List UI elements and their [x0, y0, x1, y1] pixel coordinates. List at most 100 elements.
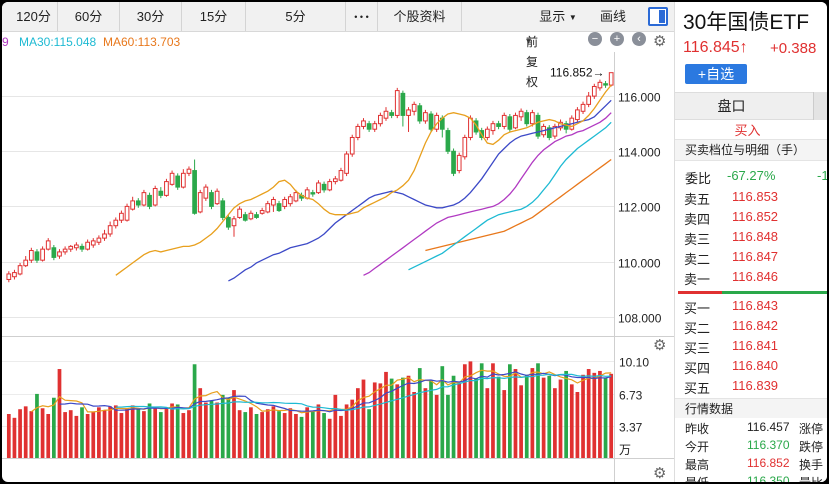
buy-button[interactable]: 买入 — [675, 122, 827, 139]
bid-level-price[interactable]: 116.842 — [732, 318, 779, 333]
tab-30min[interactable]: 30分 — [120, 2, 182, 31]
volume-settings-icon[interactable]: ⚙ — [653, 337, 667, 354]
more-tabs-button[interactable]: • • • — [346, 2, 378, 31]
tab-order-book[interactable]: 盘口 — [675, 92, 827, 120]
volume-bar — [237, 410, 242, 458]
volume-bar — [6, 414, 11, 458]
bid-level-price[interactable]: 116.843 — [732, 298, 779, 313]
candle-body — [259, 210, 265, 214]
candle-body — [558, 121, 563, 129]
volume-bar — [51, 397, 56, 458]
volume-bar — [203, 402, 208, 458]
volume-bar — [102, 410, 107, 458]
candle-body — [456, 154, 462, 172]
candle-body — [158, 190, 164, 196]
stat-label: 最低 — [685, 474, 709, 482]
volume-bar — [327, 418, 332, 458]
indicator-settings-icon[interactable]: ⚙ — [653, 465, 667, 482]
volume-bar — [170, 403, 174, 458]
volume-bar — [389, 378, 394, 458]
ask-level-label: 卖三 — [684, 232, 711, 247]
volume-bar — [547, 375, 552, 458]
price-tick-label: 114.000 — [618, 146, 661, 160]
candle-body — [513, 114, 518, 129]
candle-body — [546, 127, 552, 138]
candle-body — [282, 199, 288, 207]
candle-body — [107, 225, 113, 235]
ask-level-label: 卖一 — [684, 272, 711, 287]
ask-level-price[interactable]: 116.848 — [732, 229, 779, 244]
panel-splitter[interactable] — [813, 92, 827, 120]
candle-body — [276, 203, 282, 212]
candle-body — [214, 190, 220, 205]
volume-bar — [108, 406, 113, 458]
ma10-line — [228, 99, 612, 282]
candle-body — [428, 113, 434, 130]
volume-bar — [412, 392, 417, 458]
stat-extra-label: 量比 — [799, 474, 823, 482]
volume-bar — [18, 409, 22, 458]
volume-bar — [513, 369, 518, 458]
volume-bar — [254, 414, 259, 458]
candle-body — [40, 248, 45, 261]
zoom-in-icon[interactable]: + — [610, 32, 624, 46]
ask-level-price[interactable]: 116.846 — [732, 269, 779, 284]
display-label: 显示 — [539, 9, 566, 24]
tab-15min[interactable]: 15分 — [182, 2, 246, 31]
candle-body — [524, 112, 530, 125]
bid-level-price[interactable]: 116.841 — [732, 338, 779, 353]
layout-toggle-icon[interactable] — [648, 7, 668, 26]
stat-value: 116.350 — [747, 474, 790, 482]
candle-body — [355, 125, 361, 138]
candle-body — [192, 170, 197, 214]
candle-body — [85, 241, 90, 250]
volume-bar — [97, 407, 101, 458]
candle-body — [141, 192, 147, 206]
candle-body — [248, 212, 254, 220]
tab-60min[interactable]: 60分 — [58, 2, 120, 31]
volume-bar — [147, 403, 152, 458]
volume-bar — [282, 413, 287, 458]
stat-label: 最高 — [685, 458, 710, 472]
stat-value: 116.370 — [747, 438, 790, 452]
draw-line-button[interactable]: 画线 — [599, 9, 626, 24]
volume-bar — [187, 410, 191, 458]
volume-bar — [68, 410, 73, 458]
volume-bar — [181, 413, 186, 458]
candle-body — [411, 103, 417, 112]
candle-body — [51, 247, 57, 258]
zoom-out-icon[interactable]: − — [588, 32, 602, 46]
candle-body — [507, 116, 513, 130]
bid-level-price[interactable]: 116.839 — [732, 378, 779, 393]
stock-profile-tab[interactable]: 个股资料 — [378, 2, 462, 31]
tab-5min[interactable]: 5分 — [246, 2, 346, 31]
period-toolbar: 120分 60分 30分 15分 5分 • • • 个股资料 显示 ▼ 画线 — [2, 2, 674, 32]
chevron-down-icon: ▼ — [568, 13, 577, 22]
tab-120min[interactable]: 120分 — [2, 2, 58, 31]
bid-level-price[interactable]: 116.840 — [732, 358, 779, 373]
candle-body — [226, 216, 231, 228]
volume-bar — [344, 404, 349, 458]
candlesticks — [6, 72, 614, 283]
candle-body — [406, 109, 411, 116]
candle-body — [332, 178, 338, 183]
candle-body — [293, 192, 299, 202]
volume-bar — [384, 371, 388, 458]
ask-level-price[interactable]: 116.852 — [732, 209, 779, 224]
volume-bar — [119, 413, 124, 458]
volume-bar — [558, 379, 563, 458]
candle-body — [152, 187, 158, 206]
candle-body — [12, 272, 17, 278]
add-watchlist-button[interactable]: +自选 — [685, 64, 747, 84]
ask-level-price[interactable]: 116.853 — [732, 189, 779, 204]
candle-body — [96, 237, 102, 243]
display-menu[interactable]: 显示 ▼ — [532, 2, 584, 31]
pan-left-icon[interactable]: ‹ — [632, 32, 646, 46]
candle-body — [79, 245, 85, 250]
candle-body — [62, 248, 68, 253]
candle-body — [310, 192, 316, 195]
candle-body — [535, 114, 541, 137]
ask-level-price[interactable]: 116.847 — [732, 249, 779, 264]
chart-settings-icon[interactable]: ⚙ — [653, 33, 667, 50]
candle-body — [220, 200, 226, 218]
